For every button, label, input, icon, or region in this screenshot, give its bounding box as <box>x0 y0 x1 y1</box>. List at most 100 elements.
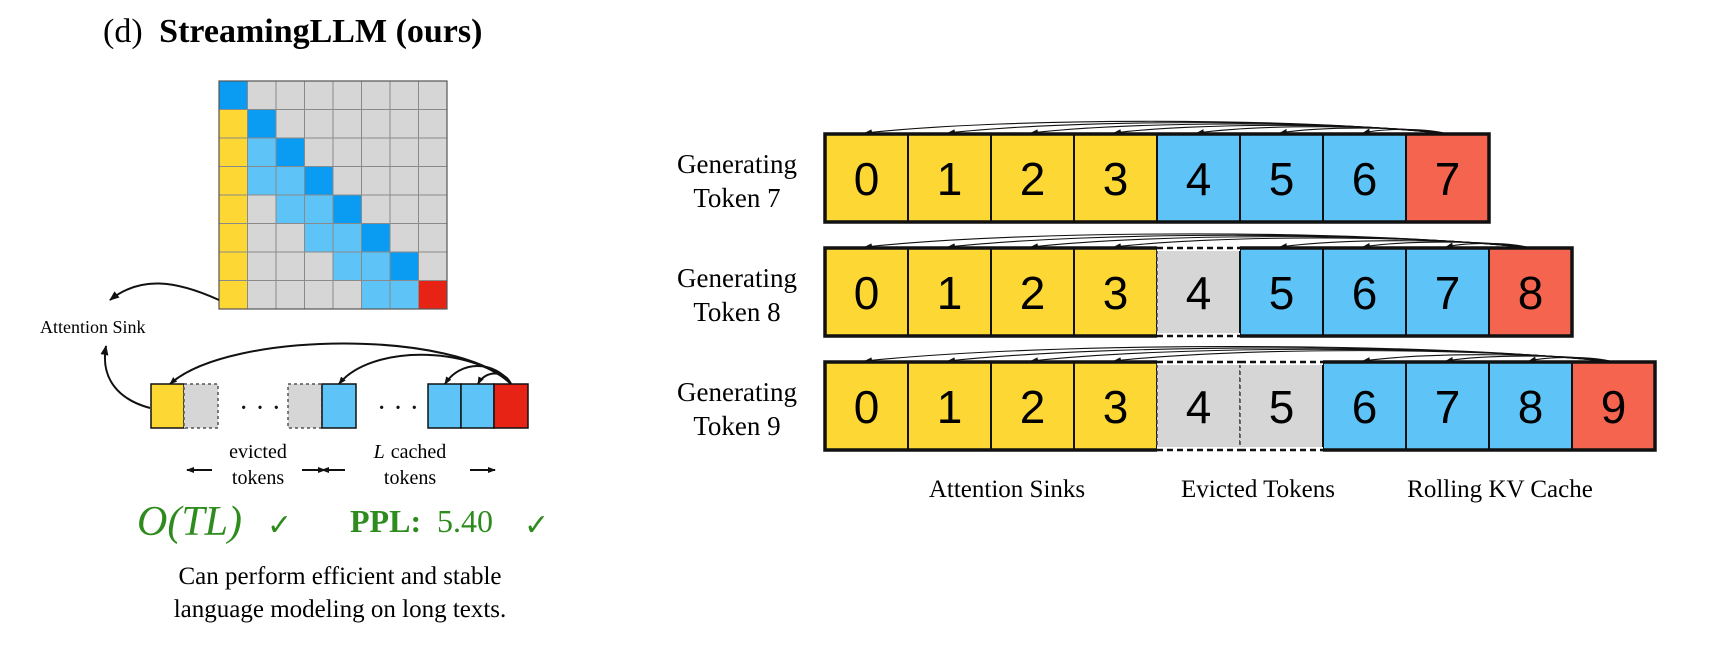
token-number: 3 <box>1103 153 1129 205</box>
matrix-cell <box>247 280 277 310</box>
mini-arc-to-sink <box>169 342 512 385</box>
attention-arc <box>1445 355 1614 363</box>
matrix-cell <box>275 80 305 110</box>
matrix-cell <box>418 80 448 110</box>
matrix-cell <box>332 194 362 224</box>
mini-cached-token-3 <box>460 383 495 429</box>
legend-evicted-tokens: Evicted Tokens <box>1181 476 1335 503</box>
matrix-cell <box>361 194 391 224</box>
complexity-check-icon: ✓ <box>267 509 292 542</box>
token-number: 0 <box>854 153 880 205</box>
matrix-cell <box>389 280 419 310</box>
mini-evicted-token-1 <box>183 383 219 429</box>
token-number: 6 <box>1352 381 1378 433</box>
matrix-cell <box>332 137 362 167</box>
panel-title: (d) StreamingLLM (ours) <box>103 13 482 50</box>
row-label-line1: Generating <box>677 263 797 293</box>
caption-line2: language modeling on long texts. <box>174 596 507 623</box>
matrix-cell <box>275 109 305 139</box>
matrix-cell <box>275 223 305 253</box>
token-cell-sink <box>990 247 1075 337</box>
row-label-line2: Token 8 <box>693 297 780 327</box>
matrix-cell <box>361 109 391 139</box>
token-number: 7 <box>1435 381 1461 433</box>
mini-cached-token-2 <box>427 383 462 429</box>
attention-sink-label: Attention Sink <box>40 317 146 337</box>
legend-rolling-kv-cache: Rolling KV Cache <box>1407 476 1593 503</box>
matrix-cell <box>418 166 448 196</box>
mini-arc-to-cached-3 <box>477 372 512 385</box>
matrix-cell <box>275 194 305 224</box>
matrix-cell <box>304 223 334 253</box>
matrix-cell <box>218 80 248 110</box>
token-row: Generating Token 9 0 1 2 3 4 5 6 7 8 9 <box>677 345 1657 453</box>
token-number: 0 <box>854 381 880 433</box>
matrix-cell <box>247 109 277 139</box>
token-number: 8 <box>1518 381 1544 433</box>
matrix-cell <box>247 80 277 110</box>
matrix-cell <box>418 194 448 224</box>
matrix-cell <box>247 251 277 281</box>
matrix-cell <box>389 109 419 139</box>
mini-evicted-token-2 <box>287 383 323 429</box>
matrix-cell <box>218 280 248 310</box>
matrix-cell <box>361 280 391 310</box>
complexity-text: O(TL) <box>137 499 242 545</box>
matrix-cell <box>389 223 419 253</box>
matrix-cell <box>247 137 277 167</box>
matrix-border <box>218 80 448 310</box>
token-cell-cached <box>1322 361 1407 451</box>
token-number: 1 <box>937 381 963 433</box>
matrix-cell <box>218 223 248 253</box>
token-number: 4 <box>1186 267 1212 319</box>
mini-arc-to-cached-1 <box>338 353 512 385</box>
ppl-label: PPL: <box>350 503 421 539</box>
matrix-cell <box>389 137 419 167</box>
token-number: 2 <box>1020 267 1046 319</box>
ppl-value: 5.40 <box>437 503 493 539</box>
row-label-line2: Token 9 <box>693 411 780 441</box>
matrix-cell <box>361 137 391 167</box>
token-number: 5 <box>1269 381 1295 433</box>
matrix-cell <box>332 251 362 281</box>
matrix-cell <box>304 280 334 310</box>
sink-arrow-from-strip <box>100 345 151 409</box>
token-cell-sink <box>1073 361 1158 451</box>
mini-ellipsis-2: · · · <box>377 393 419 424</box>
token-number: 6 <box>1352 267 1378 319</box>
mini-current-token <box>493 383 529 429</box>
matrix-cell <box>218 251 248 281</box>
matrix-cell <box>418 280 448 310</box>
legend-attention-sinks: Attention Sinks <box>929 476 1085 503</box>
token-number: 9 <box>1601 381 1627 433</box>
token-cell-sink <box>907 133 992 223</box>
matrix-cell <box>418 109 448 139</box>
token-cell-cached <box>1322 247 1407 337</box>
matrix-cell <box>304 80 334 110</box>
evicted-label-line1: evicted <box>229 441 287 463</box>
matrix-cell <box>218 194 248 224</box>
matrix-cell <box>418 137 448 167</box>
attention-arc <box>1445 242 1531 249</box>
matrix-cell <box>389 194 419 224</box>
matrix-cell <box>247 223 277 253</box>
token-number: 4 <box>1186 381 1212 433</box>
matrix-cell <box>275 166 305 196</box>
matrix-cell <box>218 109 248 139</box>
matrix-cell <box>389 251 419 281</box>
matrix-cell <box>218 137 248 167</box>
token-cell-sink <box>824 247 909 337</box>
token-cell-sink <box>1073 247 1158 337</box>
mini-cached-token-1 <box>321 383 357 429</box>
row-label-line1: Generating <box>677 149 797 179</box>
token-row: Generating Token 8 0 1 2 3 4 5 6 7 8 <box>677 233 1574 339</box>
token-number: 0 <box>854 267 880 319</box>
matrix-cell <box>304 166 334 196</box>
matrix-cell <box>418 223 448 253</box>
panel-title-main: StreamingLLM (ours) <box>159 13 482 50</box>
mini-sink-token <box>150 383 185 429</box>
token-number: 7 <box>1435 153 1461 205</box>
token-cell-evicted <box>1156 361 1241 451</box>
token-cell-cached <box>1322 133 1407 223</box>
